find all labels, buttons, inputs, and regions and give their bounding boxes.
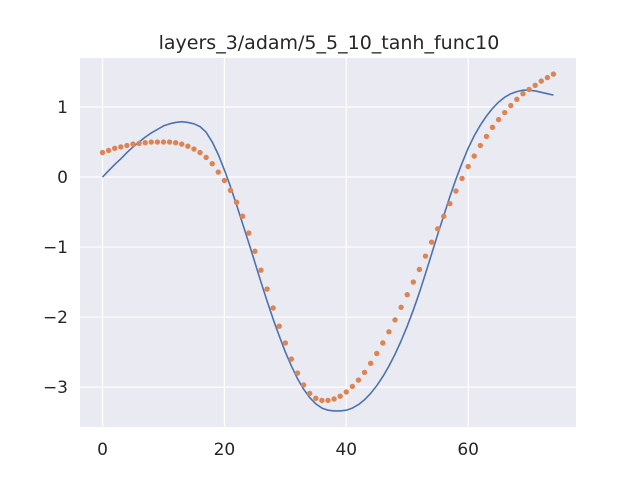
scatter-point <box>246 230 252 236</box>
scatter-point <box>221 177 228 184</box>
scatter-point <box>105 147 112 154</box>
scatter-point <box>233 199 240 205</box>
y-tick-label: 1 <box>57 98 68 118</box>
scatter-point <box>526 86 532 93</box>
scatter-point <box>343 389 349 395</box>
x-axis-ticks: 0 20 40 60 <box>97 440 479 460</box>
scatter-point <box>367 360 374 366</box>
y-tick-label: 0 <box>57 168 68 188</box>
scatter-point <box>209 161 215 167</box>
scatter-point <box>441 213 447 219</box>
scatter-point <box>179 141 185 147</box>
scatter-point <box>502 109 508 116</box>
scatter-point <box>288 356 295 362</box>
plot-area <box>80 58 576 427</box>
y-axis-ticks: 1 0 −1 −2 −3 <box>43 98 68 398</box>
scatter-point <box>294 370 301 376</box>
scatter-point <box>300 382 307 388</box>
scatter-point <box>325 397 331 404</box>
scatter-point <box>337 393 343 399</box>
scatter-point <box>160 139 167 145</box>
scatter-point <box>215 169 222 175</box>
scatter-point <box>465 163 471 170</box>
scatter-point <box>380 340 386 346</box>
scatter-point <box>349 383 356 390</box>
y-tick-label: −2 <box>43 308 68 328</box>
scatter-point <box>142 140 148 146</box>
scatter-point <box>166 139 173 145</box>
series-layer <box>99 71 557 412</box>
scatter-point <box>99 149 106 156</box>
scatter-point <box>331 396 337 402</box>
scatter-point <box>404 291 410 298</box>
scatter-point <box>185 143 191 149</box>
scatter-point <box>276 323 282 329</box>
scatter-point <box>239 213 246 219</box>
scatter-point <box>307 390 313 397</box>
scatter-point <box>148 139 154 145</box>
series-line <box>101 89 554 412</box>
scatter-point <box>532 82 538 89</box>
scatter-point <box>386 329 392 335</box>
scatter-point <box>191 146 197 152</box>
scatter-point <box>374 350 380 357</box>
scatter-point <box>416 266 423 273</box>
scatter-point <box>258 267 264 273</box>
scatter-point <box>124 142 130 149</box>
scatter-point <box>489 124 496 131</box>
scatter-point <box>483 133 490 140</box>
x-tick-label: 0 <box>97 440 108 460</box>
scatter-point <box>392 317 398 323</box>
scatter-point <box>514 96 520 103</box>
scatter-point <box>538 78 544 84</box>
scatter-point <box>520 91 526 97</box>
scatter-point <box>319 397 325 404</box>
x-tick-label: 20 <box>214 440 236 460</box>
scatter-point <box>172 140 179 146</box>
scatter-point <box>112 145 118 152</box>
scatter-point <box>422 253 429 259</box>
scatter-point <box>313 395 319 401</box>
scatter-point <box>544 74 551 81</box>
scatter-point <box>459 175 465 182</box>
x-tick-label: 60 <box>457 440 479 460</box>
scatter-point <box>495 116 502 123</box>
scatter-point <box>398 304 404 310</box>
scatter-point <box>447 200 453 207</box>
scatter-point <box>453 188 459 194</box>
scatter-point <box>136 140 142 147</box>
scatter-point <box>118 144 124 150</box>
y-tick-label: −1 <box>43 238 68 258</box>
scatter-point <box>282 340 289 346</box>
scatter-point <box>477 142 484 149</box>
chart-title: layers_3/adam/5_5_10_tanh_func10 <box>159 32 500 54</box>
scatter-point <box>355 377 362 383</box>
scatter-point <box>471 153 477 159</box>
scatter-point <box>270 305 276 311</box>
scatter-point <box>264 286 270 292</box>
scatter-point <box>154 139 161 145</box>
x-tick-label: 40 <box>335 440 357 460</box>
scatter-point <box>203 154 209 161</box>
scatter-point <box>550 71 557 77</box>
scatter-point <box>130 141 136 147</box>
scatter-point <box>410 279 417 285</box>
scatter-point <box>227 187 234 194</box>
scatter-point <box>434 226 441 232</box>
y-tick-label: −3 <box>43 378 68 398</box>
scatter-point <box>428 239 435 245</box>
grid <box>80 58 576 427</box>
scatter-point <box>361 369 368 376</box>
scatter-point <box>197 149 203 156</box>
scatter-point <box>508 102 514 109</box>
scatter-point <box>252 248 258 254</box>
